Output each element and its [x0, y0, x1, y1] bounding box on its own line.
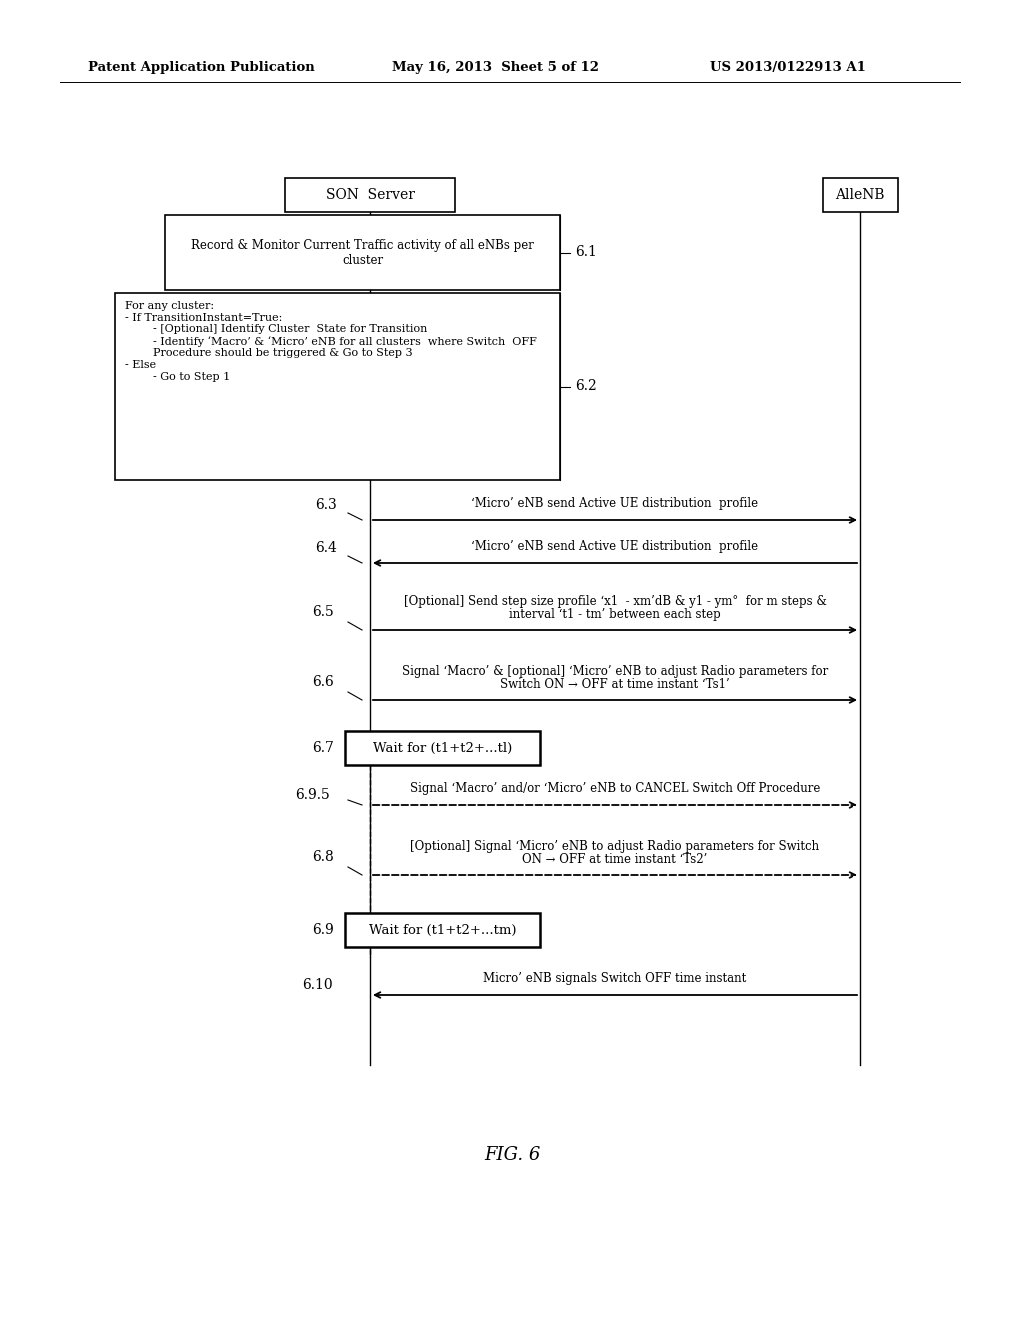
Bar	[285, 178, 455, 213]
Bar	[822, 178, 897, 213]
Text: ‘Micro’ eNB send Active UE distribution  profile: ‘Micro’ eNB send Active UE distribution …	[471, 498, 759, 510]
Bar	[345, 913, 540, 946]
Text: 6.9: 6.9	[312, 923, 334, 937]
Text: 6.3: 6.3	[315, 498, 337, 512]
Text: 6.7: 6.7	[312, 741, 334, 755]
Text: ON → OFF at time instant ‘Ts2’: ON → OFF at time instant ‘Ts2’	[522, 853, 708, 866]
Bar	[115, 293, 560, 480]
Text: 6.1: 6.1	[575, 246, 597, 260]
Text: interval ‘t1 - tm’ between each step: interval ‘t1 - tm’ between each step	[509, 609, 721, 620]
Text: Switch ON → OFF at time instant ‘Ts1’: Switch ON → OFF at time instant ‘Ts1’	[500, 678, 730, 690]
Text: Wait for (t1+t2+...tm): Wait for (t1+t2+...tm)	[369, 924, 516, 936]
Text: SON  Server: SON Server	[326, 187, 415, 202]
Text: [Optional] Send step size profile ‘x1  - xm’dB & y1 - ym°  for m steps &: [Optional] Send step size profile ‘x1 - …	[403, 595, 826, 609]
Text: FIG. 6: FIG. 6	[483, 1146, 541, 1164]
Text: 6.9.5: 6.9.5	[295, 788, 330, 803]
Text: 6.10: 6.10	[302, 978, 333, 993]
Text: Record & Monitor Current Traffic activity of all eNBs per
cluster: Record & Monitor Current Traffic activit…	[191, 239, 534, 267]
Bar	[165, 215, 560, 290]
Text: Micro’ eNB signals Switch OFF time instant: Micro’ eNB signals Switch OFF time insta…	[483, 972, 746, 985]
Text: 6.4: 6.4	[315, 541, 337, 554]
Text: [Optional] Signal ‘Micro’ eNB to adjust Radio parameters for Switch: [Optional] Signal ‘Micro’ eNB to adjust …	[411, 840, 819, 853]
Text: 6.2: 6.2	[575, 380, 597, 393]
Text: ‘Micro’ eNB send Active UE distribution  profile: ‘Micro’ eNB send Active UE distribution …	[471, 540, 759, 553]
Text: For any cluster:
- If TransitionInstant=True:
        - [Optional] Identify Clus: For any cluster: - If TransitionInstant=…	[125, 301, 537, 381]
Text: Signal ‘Macro’ and/or ‘Micro’ eNB to CANCEL Switch Off Procedure: Signal ‘Macro’ and/or ‘Micro’ eNB to CAN…	[410, 781, 820, 795]
Text: 6.6: 6.6	[312, 675, 334, 689]
Bar	[345, 731, 540, 766]
Text: Wait for (t1+t2+...tl): Wait for (t1+t2+...tl)	[373, 742, 512, 755]
Text: May 16, 2013  Sheet 5 of 12: May 16, 2013 Sheet 5 of 12	[392, 62, 599, 74]
Text: US 2013/0122913 A1: US 2013/0122913 A1	[710, 62, 866, 74]
Text: AlleNB: AlleNB	[836, 187, 885, 202]
Text: 6.8: 6.8	[312, 850, 334, 865]
Text: Patent Application Publication: Patent Application Publication	[88, 62, 314, 74]
Text: Signal ‘Macro’ & [optional] ‘Micro’ eNB to adjust Radio parameters for: Signal ‘Macro’ & [optional] ‘Micro’ eNB …	[401, 665, 828, 678]
Text: 6.5: 6.5	[312, 605, 334, 619]
